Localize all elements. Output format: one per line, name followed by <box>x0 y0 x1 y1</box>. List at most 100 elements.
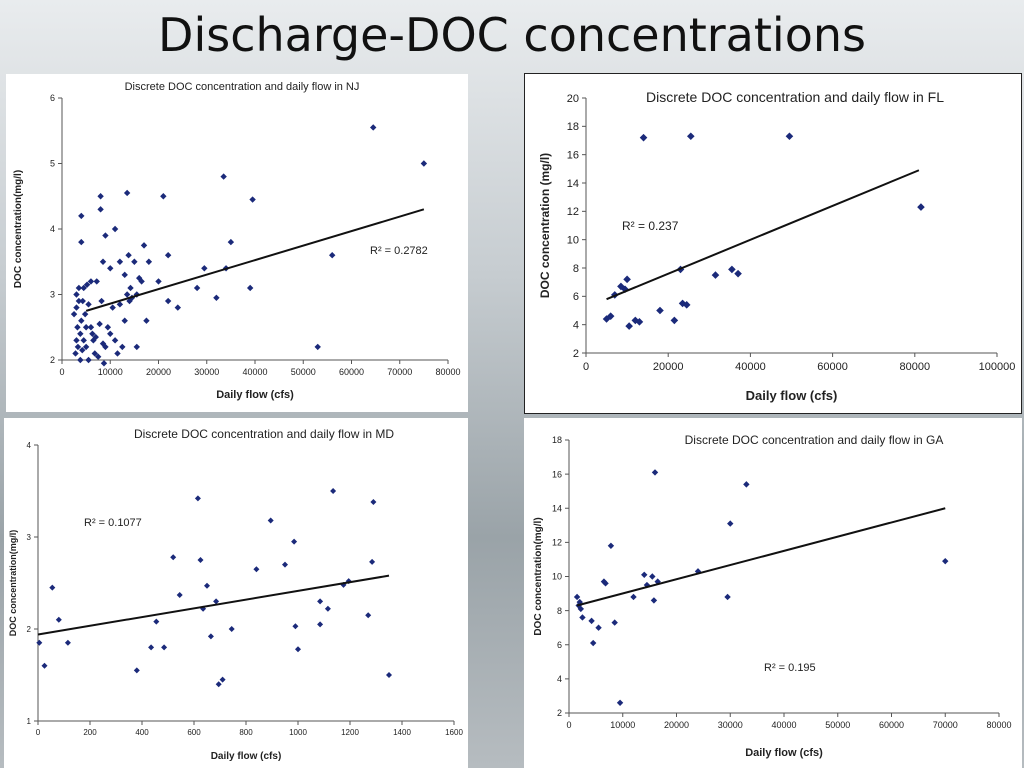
y-tick-label: 2 <box>557 708 562 718</box>
data-point <box>617 282 625 291</box>
data-point <box>83 281 91 288</box>
y-tick-label: 6 <box>557 640 562 650</box>
data-point <box>74 324 81 331</box>
data-point <box>145 258 153 265</box>
data-point <box>785 132 794 141</box>
data-point <box>267 517 274 524</box>
data-point <box>650 597 658 604</box>
data-point <box>81 310 89 318</box>
data-point <box>94 353 102 360</box>
data-point <box>588 617 595 625</box>
data-point <box>942 557 949 565</box>
data-point <box>92 333 99 341</box>
data-point <box>85 356 92 364</box>
data-point <box>78 238 85 246</box>
data-point <box>80 337 87 344</box>
data-point <box>220 173 227 180</box>
x-tick-label: 70000 <box>933 720 958 730</box>
x-tick-label: 1200 <box>341 728 359 737</box>
x-tick-label: 0 <box>36 728 41 737</box>
data-point <box>576 598 583 606</box>
data-point <box>36 639 43 646</box>
data-point <box>193 284 201 292</box>
data-point <box>100 360 108 367</box>
x-axis-label: Daily flow (cfs) <box>211 751 282 762</box>
chart-md: Discrete DOC concentration and daily flo… <box>8 427 463 762</box>
data-point <box>148 644 155 651</box>
data-point <box>73 337 80 344</box>
x-tick-label: 1400 <box>393 728 411 737</box>
data-point <box>107 330 114 337</box>
x-tick-label: 30000 <box>718 720 743 730</box>
trendline <box>85 208 425 312</box>
data-point <box>606 312 615 320</box>
data-point <box>639 133 648 142</box>
data-point <box>104 324 112 331</box>
slide-title: Discharge-DOC concentrations <box>158 8 866 62</box>
data-point <box>917 203 925 211</box>
data-point <box>682 301 691 309</box>
chart-panel-nj: Discrete DOC concentration and daily flo… <box>6 74 468 412</box>
x-tick-label: 30000 <box>194 367 219 377</box>
x-tick-label: 60000 <box>817 361 848 373</box>
data-point <box>728 265 736 274</box>
data-point <box>631 316 640 325</box>
x-tick-label: 10000 <box>98 367 123 377</box>
data-point <box>595 624 602 631</box>
data-point <box>89 330 96 337</box>
data-point <box>616 699 624 706</box>
chart-nj: Discrete DOC concentration and daily flo… <box>13 81 461 401</box>
y-tick-label: 18 <box>552 435 562 445</box>
data-point <box>197 557 204 563</box>
data-point <box>643 581 651 589</box>
data-point <box>96 320 103 328</box>
data-point <box>369 558 376 565</box>
data-point <box>282 561 288 568</box>
data-point <box>291 538 298 545</box>
data-point <box>82 324 90 331</box>
x-axis-label: Daily flow (cfs) <box>746 388 838 403</box>
r-squared-annotation: R² = 0.2782 <box>370 245 428 257</box>
data-point <box>72 350 79 357</box>
data-point <box>109 304 116 311</box>
trendline <box>576 507 946 607</box>
data-point <box>340 581 347 588</box>
trendline <box>37 574 390 636</box>
data-point <box>91 350 99 357</box>
data-point <box>324 605 331 612</box>
chart-title: Discrete DOC concentration and daily flo… <box>134 427 394 441</box>
x-tick-label: 10000 <box>610 720 635 730</box>
y-tick-label: 2 <box>27 625 32 634</box>
data-point <box>127 284 134 292</box>
data-point <box>174 304 181 311</box>
data-point <box>78 317 85 324</box>
data-point <box>73 291 80 298</box>
data-point <box>213 294 220 301</box>
data-point <box>99 258 107 265</box>
data-point <box>64 639 71 646</box>
data-point <box>41 662 48 669</box>
data-point <box>724 593 731 601</box>
data-point <box>743 481 750 488</box>
y-axis-label: DOC concentration(mg/l) <box>8 530 18 637</box>
data-point <box>176 591 183 598</box>
data-point <box>116 301 124 308</box>
data-point <box>656 306 664 315</box>
data-point <box>133 667 140 674</box>
data-point <box>131 258 138 265</box>
data-point <box>80 284 87 292</box>
data-point <box>314 343 321 351</box>
data-point <box>119 343 126 351</box>
data-point <box>161 644 168 651</box>
x-axis-label: Daily flow (cfs) <box>745 747 823 759</box>
data-point <box>370 499 377 506</box>
chart-ga: Discrete DOC concentration and daily flo… <box>533 433 1012 759</box>
data-point <box>78 212 85 220</box>
y-axis-label: DOC concentration (mg/l) <box>538 153 552 298</box>
y-tick-label: 14 <box>552 503 562 513</box>
data-point <box>207 633 214 640</box>
y-tick-label: 10 <box>552 572 562 582</box>
data-point <box>734 269 742 278</box>
data-point <box>85 301 92 308</box>
y-tick-label: 16 <box>567 150 579 162</box>
